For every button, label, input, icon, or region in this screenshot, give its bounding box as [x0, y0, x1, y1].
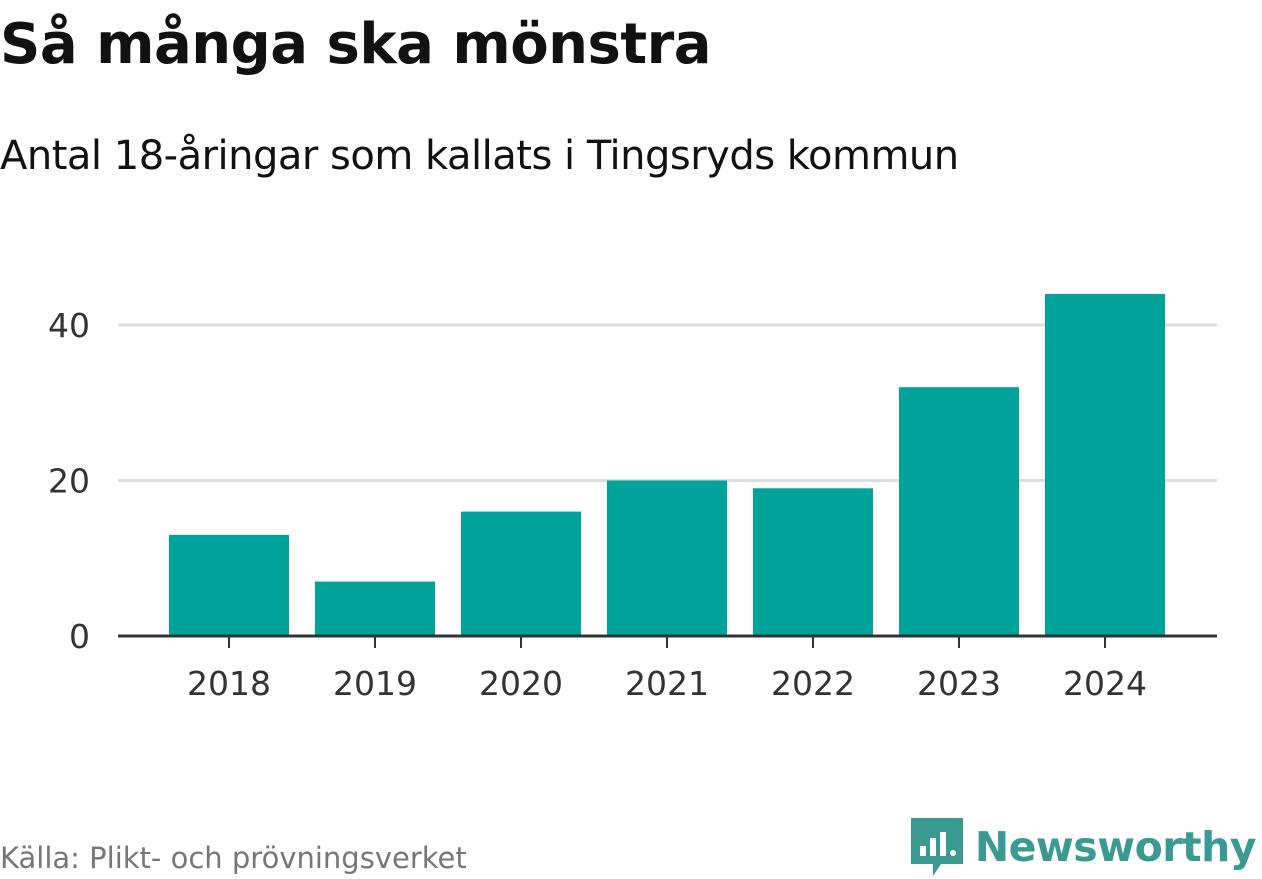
bar-2021 — [607, 480, 727, 636]
brand-name: Newsworthy — [974, 823, 1257, 871]
x-axis-tick-labels: 2018 2019 2020 2021 2022 2023 2024 — [187, 664, 1147, 703]
chart-subtitle: Antal 18-åringar som kallats i Tingsryds… — [0, 133, 959, 179]
bar-2024 — [1045, 293, 1165, 636]
x-tick-label: 2023 — [917, 664, 1001, 703]
x-tick-label: 2018 — [187, 664, 271, 703]
x-tick-label: 2024 — [1063, 664, 1147, 703]
y-tick-label: 20 — [48, 462, 90, 501]
bars — [169, 293, 1165, 636]
source-note: Källa: Plikt- och prövningsverket — [0, 841, 467, 875]
bar-2022 — [753, 488, 873, 636]
bar-2019 — [315, 581, 435, 636]
brand-logo: Newsworthy — [910, 818, 1257, 876]
bar-2020 — [461, 511, 581, 636]
y-tick-label: 0 — [69, 617, 90, 656]
chart-title: Så många ska mönstra — [0, 12, 712, 77]
bar-2023 — [899, 387, 1019, 636]
y-axis-tick-labels: 0 20 40 — [48, 306, 90, 656]
x-tick-label: 2022 — [771, 664, 855, 703]
x-tick-label: 2020 — [479, 664, 563, 703]
newsworthy-logo-icon — [910, 818, 963, 876]
x-tick-label: 2019 — [333, 664, 417, 703]
y-tick-label: 40 — [48, 306, 90, 345]
bar-chart: 0 20 40 2018 2019 2020 2021 2022 2023 2024 — [48, 293, 1217, 703]
x-tick-label: 2021 — [625, 664, 709, 703]
x-axis — [118, 634, 1217, 648]
bar-2018 — [169, 534, 289, 636]
